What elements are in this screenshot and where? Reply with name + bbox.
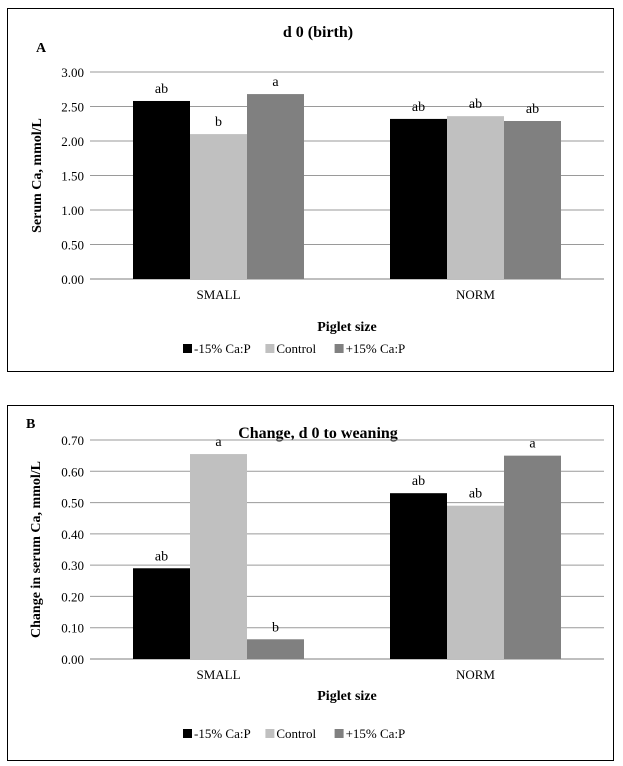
legend-swatch: [334, 729, 344, 738]
bar-significance-label: ab: [155, 82, 168, 97]
panel-letter: A: [36, 41, 47, 56]
bar-significance-label: ab: [412, 100, 425, 115]
y-tick-label: 0.60: [61, 464, 84, 479]
bar-significance-label: a: [272, 75, 279, 90]
legend-label: +15% Ca:P: [346, 341, 406, 356]
bar: [504, 455, 561, 659]
bar-significance-label: ab: [469, 487, 482, 502]
legend-swatch: [265, 729, 275, 738]
chart-b-svg: Change, d 0 to weaning B 0.00 0.10 0.20 0.30 0…: [26, 417, 604, 741]
y-tick-label: 2.50: [61, 100, 84, 115]
x-category-label: SMALL: [196, 667, 240, 682]
x-category-label: NORM: [456, 287, 495, 302]
bar-significance-label: ab: [155, 549, 168, 564]
bar: [504, 120, 561, 280]
legend-swatch: [334, 344, 344, 353]
legend-swatch: [183, 344, 192, 353]
bar: [190, 454, 247, 659]
legend-swatch: [265, 344, 275, 353]
chart-panel-b: Change, d 0 to weaning B 0.00 0.10 0.20 0.30 0…: [7, 405, 614, 761]
bar: [447, 505, 504, 659]
bar-significance-label: a: [215, 435, 222, 450]
legend-label: Control: [276, 341, 316, 356]
y-tick-label: 0.50: [61, 238, 84, 253]
bar-significance-label: a: [529, 437, 536, 452]
legend-label: +15% Ca:P: [346, 726, 406, 741]
bar: [133, 100, 190, 279]
bar: [133, 568, 190, 659]
legend-label: -15% Ca:P: [194, 726, 251, 741]
y-tick-label: 1.00: [61, 203, 84, 218]
x-category-label: NORM: [456, 667, 495, 682]
y-tick-label: 0.20: [61, 589, 84, 604]
chart-panel-a: d 0 (birth) A 0.00 0.50 1.00 1.50 2.00 2.50 3.00…: [7, 8, 614, 372]
bar: [247, 639, 304, 659]
y-tick-label: 3.00: [61, 65, 84, 80]
bar-significance-label: ab: [526, 102, 539, 117]
y-axis-title: Serum Ca, mmol/L: [30, 118, 45, 233]
x-axis-title: Piglet size: [317, 689, 376, 704]
legend-label: Control: [276, 726, 316, 741]
bar: [247, 94, 304, 279]
bar-significance-label: ab: [469, 97, 482, 112]
y-tick-label: 0.00: [61, 272, 84, 287]
y-tick-label: 2.00: [61, 134, 84, 149]
y-tick-label: 0.40: [61, 527, 84, 542]
y-tick-label: 0.50: [61, 496, 84, 511]
x-axis-title: Piglet size: [317, 320, 376, 335]
bar: [390, 118, 447, 279]
y-tick-label: 1.50: [61, 169, 84, 184]
bar: [190, 134, 247, 279]
bar-significance-label: ab: [412, 474, 425, 489]
y-tick-label: 0.30: [61, 558, 84, 573]
x-category-label: SMALL: [196, 287, 240, 302]
bar: [390, 493, 447, 659]
y-tick-label: 0.00: [61, 652, 84, 667]
legend-label: -15% Ca:P: [194, 341, 251, 356]
chart-title: Change, d 0 to weaning: [238, 425, 398, 442]
bar: [447, 116, 504, 279]
y-axis-title: Change in serum Ca, mmol/L: [29, 461, 44, 638]
bar-significance-label: b: [272, 620, 279, 635]
panel-letter: B: [26, 417, 35, 432]
chart-a-svg: d 0 (birth) A 0.00 0.50 1.00 1.50 2.00 2.50 3.00…: [30, 24, 604, 356]
legend-swatch: [183, 729, 192, 738]
chart-title: d 0 (birth): [283, 24, 353, 41]
bar-significance-label: b: [215, 115, 222, 130]
y-tick-label: 0.70: [61, 433, 84, 448]
y-tick-label: 0.10: [61, 621, 84, 636]
